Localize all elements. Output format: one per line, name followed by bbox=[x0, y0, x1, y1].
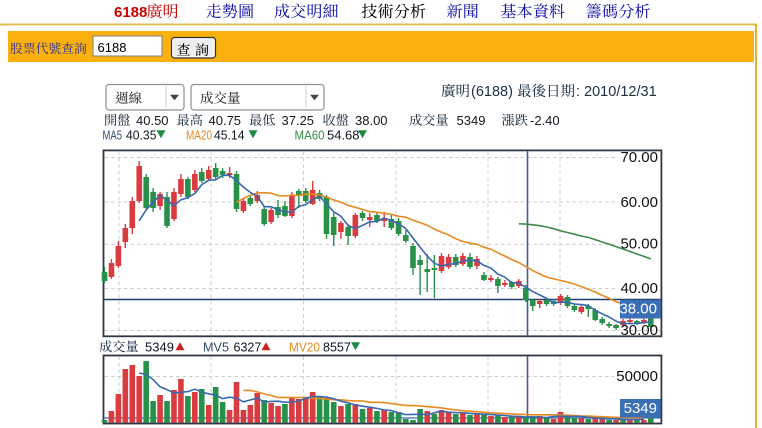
svg-text:MA60: MA60 bbox=[295, 128, 325, 142]
svg-text:50000: 50000 bbox=[616, 368, 658, 385]
svg-text:6188: 6188 bbox=[98, 40, 127, 55]
svg-text:MV20: MV20 bbox=[289, 340, 320, 354]
svg-text:60.00: 60.00 bbox=[620, 194, 658, 211]
svg-text:-2.40: -2.40 bbox=[530, 113, 560, 128]
svg-text:5349: 5349 bbox=[457, 113, 486, 128]
svg-text:40.75: 40.75 bbox=[209, 113, 242, 128]
svg-text:6188: 6188 bbox=[114, 4, 147, 21]
svg-text:38.00: 38.00 bbox=[619, 301, 657, 318]
svg-text:40.35: 40.35 bbox=[126, 127, 157, 142]
svg-text:50.00: 50.00 bbox=[620, 236, 658, 253]
svg-text:8557: 8557 bbox=[323, 340, 351, 354]
svg-text:30.00: 30.00 bbox=[620, 322, 658, 339]
svg-text:5349: 5349 bbox=[624, 400, 657, 417]
svg-text:38.00: 38.00 bbox=[355, 113, 388, 128]
svg-text:6327: 6327 bbox=[234, 340, 262, 354]
svg-text:40.50: 40.50 bbox=[136, 113, 169, 128]
svg-text:(6188): (6188) bbox=[471, 84, 513, 100]
svg-text:5349: 5349 bbox=[145, 339, 174, 354]
svg-text:MA5: MA5 bbox=[103, 128, 123, 142]
svg-text:40.00: 40.00 bbox=[620, 280, 658, 297]
svg-text:45.14: 45.14 bbox=[214, 127, 245, 142]
svg-text:70.00: 70.00 bbox=[620, 149, 658, 166]
svg-text:MV5: MV5 bbox=[203, 340, 229, 354]
svg-text:54.68: 54.68 bbox=[327, 127, 360, 142]
svg-text:37.25: 37.25 bbox=[282, 113, 315, 128]
svg-text:: 2010/12/31: : 2010/12/31 bbox=[576, 84, 657, 100]
svg-text:MA20: MA20 bbox=[186, 128, 212, 142]
